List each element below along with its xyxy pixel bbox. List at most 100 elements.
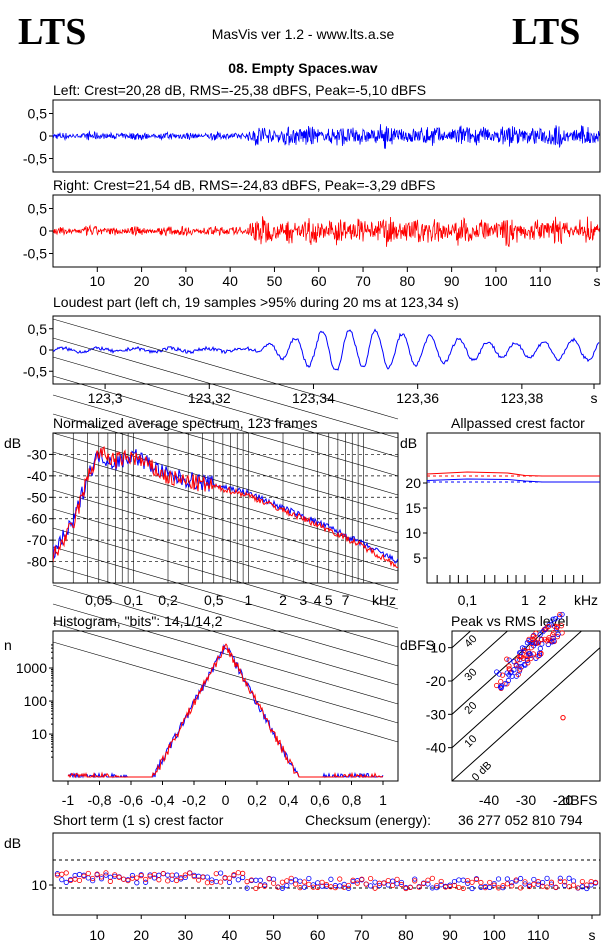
crest-ytick-0: 10 <box>31 877 47 893</box>
peak-rms-point <box>504 656 510 662</box>
histogram-xtick-10: 1 <box>379 792 387 808</box>
spectrum-slope-17 <box>52 641 399 743</box>
loudest-xtick-3: 123,36 <box>396 390 439 406</box>
crest-point-right <box>478 879 484 886</box>
crest-point-left <box>372 879 378 885</box>
peak-rms-xtick-2: -20 <box>553 792 573 808</box>
crest-point-left <box>156 872 162 878</box>
crest-point-right <box>451 882 458 888</box>
spectrum-slope-14 <box>52 584 399 686</box>
crest-point-left <box>301 884 308 890</box>
crest-point-right <box>337 876 343 882</box>
crest-xtick-3: 40 <box>222 927 238 943</box>
peak-rms-ylabel: dBFS <box>400 637 435 653</box>
crest-point-right <box>306 881 312 887</box>
crest-point-right <box>218 879 224 885</box>
crest-point-right <box>491 882 497 888</box>
allpass-series-right <box>426 471 600 477</box>
crest-point-left <box>570 878 577 884</box>
crest-point-right <box>293 881 299 887</box>
crest-point-left <box>451 878 458 885</box>
loudest-xtick-1: 123,32 <box>188 390 231 406</box>
crest-point-right <box>332 885 338 891</box>
crest-point-right <box>116 874 122 880</box>
crest-point-right <box>156 877 162 883</box>
crest-point-right <box>319 879 325 885</box>
crest-point-left <box>270 876 277 882</box>
crest-point-right <box>394 876 400 882</box>
spectrum-xtick-9: 7 <box>342 592 350 608</box>
crest-xtick-9: 100 <box>482 927 506 943</box>
crest-point-left <box>182 874 188 880</box>
peak-rms-point <box>554 634 561 640</box>
crest-point-right <box>173 877 180 884</box>
crest-point-left <box>434 884 440 891</box>
crest-point-right <box>301 879 308 885</box>
spectrum-xtick-0: 0,05 <box>85 592 112 608</box>
peak-rms-point <box>499 672 506 678</box>
loudest-frame <box>52 315 601 385</box>
peak-rms-point <box>530 633 536 640</box>
crest-point-left <box>279 885 285 891</box>
checksum-label: Checksum (energy): <box>305 812 431 828</box>
crest-point-right <box>562 879 568 885</box>
crest-point-right <box>531 881 537 887</box>
spectrum-slope-9 <box>52 489 399 591</box>
peak-rms-point <box>506 663 512 669</box>
crest-point-left <box>390 878 396 884</box>
crest-point-right <box>504 881 510 887</box>
crest-point-left <box>535 881 541 887</box>
crest-point-left <box>509 880 515 886</box>
crest-point-right <box>473 876 480 883</box>
crest-point-right <box>456 884 462 891</box>
peak-rms-ytick-2: -30 <box>426 706 446 722</box>
crest-point-right <box>438 878 444 885</box>
crest-point-right <box>231 872 237 878</box>
crest-point-right <box>112 872 118 878</box>
crest-point-left <box>495 876 502 882</box>
spectrum-slope-13 <box>52 565 399 667</box>
crest-xtick-6: 70 <box>354 927 370 943</box>
file-title: 08. Empty Spaces.wav <box>228 60 378 76</box>
spectrum-xtick-7: 4 <box>314 592 322 608</box>
crest-point-right <box>143 876 149 883</box>
crest-point-right <box>257 882 263 888</box>
peak-rms-crest-line-0 <box>452 646 600 781</box>
crest-point-left <box>425 881 431 887</box>
crest-point-left <box>394 881 400 887</box>
crest-point-left <box>134 880 140 886</box>
crest-point-right <box>398 881 405 888</box>
crest-point-left <box>90 878 96 884</box>
time-xtick-10: 110 <box>529 273 552 289</box>
peak-rms-point <box>517 657 523 663</box>
crest-point-right <box>579 878 585 885</box>
spectrum-xtick-5: 2 <box>279 592 287 608</box>
peak-rms-point <box>536 652 543 658</box>
crest-point-right <box>85 870 91 877</box>
crest-point-left <box>315 880 321 886</box>
crest-point-left <box>469 885 475 892</box>
peak-rms-point <box>538 651 544 657</box>
spectrum-slope-16 <box>52 622 399 724</box>
spectrum-ytick-4: -70 <box>27 532 47 548</box>
spectrum-xtick-10: kHz <box>372 592 396 608</box>
crest-point-right <box>81 873 87 879</box>
time-xtick-11: s <box>594 273 601 289</box>
peak-rms-point <box>504 670 510 676</box>
peak-rms-point <box>497 684 504 690</box>
peak-rms-point <box>526 651 532 657</box>
crest-point-left <box>588 882 594 888</box>
crest-point-right <box>557 878 563 884</box>
crest-point-left <box>376 882 383 889</box>
peak-rms-point <box>545 641 551 648</box>
time-xtick-1: 20 <box>134 273 150 289</box>
crest-point-left <box>491 880 497 887</box>
histogram-xtick-8: 0,6 <box>310 792 330 808</box>
right-waveform-ytick-1: 0 <box>39 223 47 239</box>
crest-point-right <box>553 884 559 890</box>
spectrum-slope-15 <box>52 603 399 705</box>
peak-rms-point <box>513 673 519 679</box>
loudest-ytick-1: 0 <box>39 342 47 358</box>
crest-point-right <box>94 871 100 877</box>
right-waveform-trace <box>52 216 600 248</box>
